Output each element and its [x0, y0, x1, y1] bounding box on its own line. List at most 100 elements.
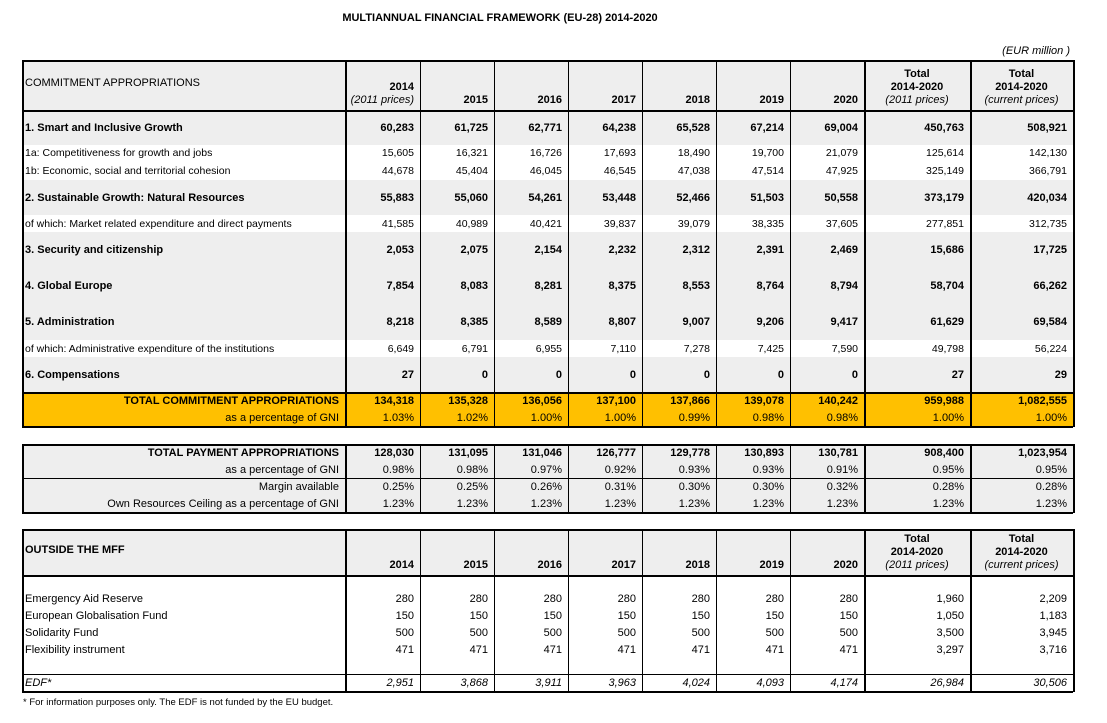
cell-value: 0	[777, 368, 784, 381]
cell-value: 135,328	[448, 394, 488, 407]
cell-value: 39,079	[677, 217, 710, 230]
row-label: as a percentage of GNI	[225, 411, 339, 424]
cell-value: 30,506	[1033, 677, 1067, 689]
rule	[568, 529, 569, 692]
cell-value: 1.23%	[932, 497, 964, 510]
cell-value: 61,725	[454, 121, 488, 134]
cell-value: 1.00%	[530, 411, 562, 424]
cell-value: 44,678	[381, 164, 414, 177]
row-label: as a percentage of GNI	[225, 464, 339, 476]
cell-value: 8,281	[534, 280, 562, 292]
cell-value: 4,024	[682, 677, 710, 689]
rule	[568, 60, 569, 427]
cell-value: 280	[395, 592, 414, 605]
cell-value: 1.23%	[382, 497, 414, 510]
cell-value: 46,545	[603, 164, 636, 177]
rule	[494, 529, 495, 692]
cell-value: 280	[543, 592, 562, 605]
row-label: of which: Market related expenditure and…	[25, 217, 292, 230]
cell-value: 9,007	[682, 316, 710, 328]
cell-value: 1,023,954	[1018, 447, 1067, 459]
header-line: 2018	[685, 94, 710, 106]
cell-value: 0.95%	[1035, 464, 1067, 476]
cell-value: 280	[469, 592, 488, 605]
cell-value: 8,807	[608, 316, 636, 328]
cell-value: 55,060	[454, 191, 488, 204]
cell-value: 2,232	[608, 244, 636, 256]
cell-value: 1.23%	[826, 497, 858, 510]
rule	[420, 444, 421, 513]
header-cell: 2015	[420, 529, 494, 575]
cell-value: 8,764	[756, 280, 784, 292]
row-label: TOTAL COMMITMENT APPROPRIATIONS	[123, 394, 339, 407]
cell-value: 137,866	[670, 394, 710, 407]
cell-value: 55,883	[380, 191, 414, 204]
footnote: * For information purposes only. The EDF…	[23, 696, 334, 708]
cell-value: 37,605	[825, 217, 858, 230]
cell-value: 0	[703, 368, 710, 381]
cell-value: 66,262	[1033, 280, 1067, 292]
cell-value: 125,614	[926, 147, 964, 159]
cell-value: 7,854	[386, 280, 414, 292]
rule	[716, 529, 717, 692]
cell-value: 2,951	[386, 677, 414, 689]
cell-value: 959,988	[924, 394, 964, 407]
cell-value: 140,242	[818, 394, 858, 407]
header-cell: 2019	[716, 60, 790, 110]
cell-value: 1.00%	[604, 411, 636, 424]
rule	[22, 444, 24, 513]
cell-value: 1.23%	[1035, 497, 1067, 510]
cell-value: 15,686	[930, 244, 964, 256]
cell-value: 8,218	[386, 316, 414, 328]
header-line: 2018	[685, 559, 710, 571]
rule	[345, 444, 347, 513]
cell-value: 0.97%	[530, 464, 562, 476]
cell-value: 142,130	[1029, 147, 1067, 159]
rule	[790, 60, 791, 427]
cell-value: 46,045	[529, 164, 562, 177]
header-cell: 2020	[790, 60, 864, 110]
cell-value: 4,093	[756, 677, 784, 689]
cell-value: 366,791	[1029, 164, 1067, 177]
row-label: Margin available	[258, 480, 339, 493]
row-label: Flexibility instrument	[25, 643, 125, 656]
cell-value: 45,404	[455, 164, 488, 177]
header-cell: COMMITMENT APPROPRIATIONS	[22, 60, 345, 110]
header-line: 2014	[389, 81, 414, 93]
cell-value: 0	[555, 368, 562, 381]
cell-value: 16,726	[529, 147, 562, 159]
header-note: (current prices)	[984, 559, 1059, 571]
header-cell: 2018	[642, 60, 716, 110]
rule	[420, 529, 421, 692]
header-note: (2011 prices)	[350, 94, 414, 106]
header-line: 2015	[463, 559, 488, 571]
rule	[642, 444, 643, 513]
cell-value: 19,700	[751, 147, 784, 159]
cell-value: 0.93%	[678, 464, 710, 476]
rule	[642, 60, 643, 427]
header-line: 2014	[389, 559, 414, 571]
cell-value: 280	[691, 592, 710, 605]
cell-value: 39,837	[603, 217, 636, 230]
rule	[22, 60, 1073, 62]
rule	[22, 512, 1073, 514]
cell-value: 128,030	[374, 447, 414, 459]
rule	[22, 691, 1073, 693]
cell-value: 3,500	[936, 626, 964, 639]
rule	[22, 60, 24, 427]
cell-value: 29	[1054, 368, 1067, 381]
header-cell: 2014 (2011 prices)	[345, 60, 420, 110]
rule	[864, 60, 866, 427]
header-line: 2019	[759, 559, 784, 571]
cell-value: 130,893	[744, 447, 784, 459]
cell-value: 500	[617, 626, 636, 639]
cell-value: 47,514	[751, 164, 784, 177]
cell-value: 21,079	[825, 147, 858, 159]
rule	[22, 478, 1073, 479]
cell-value: 1,183	[1039, 609, 1067, 622]
cell-value: 6,649	[387, 342, 414, 355]
cell-value: 2,053	[386, 244, 414, 256]
cell-value: 471	[395, 643, 414, 656]
header-cell: 2018	[642, 529, 716, 575]
row-label: of which: Administrative expenditure of …	[25, 342, 275, 355]
